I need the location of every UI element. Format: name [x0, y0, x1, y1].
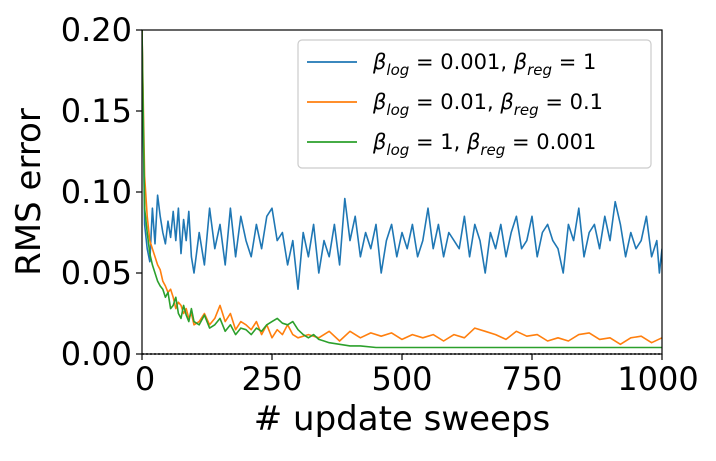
legend-label-2: βlog = 0.01, βreg = 0.1	[372, 90, 603, 119]
series-line-1	[142, 29, 662, 291]
ticks-layer: 0 250 500 750 1000 0.00 0.05 0.10 0.15 0.20	[61, 11, 699, 398]
x-tick-label: 1000	[617, 360, 698, 398]
y-tick-label: 0.15	[61, 92, 132, 130]
y-tick-label: 0.10	[61, 173, 132, 211]
y-tick-label: 0.00	[61, 335, 132, 373]
x-tick-label: 250	[241, 360, 302, 398]
y-axis-label: RMS error	[9, 108, 49, 276]
x-tick-label: 500	[371, 360, 432, 398]
y-tick-label: 0.05	[61, 254, 132, 292]
legend-label-3: βlog = 1, βreg = 0.001	[372, 130, 596, 159]
series-line-3	[142, 29, 662, 349]
legend: βlog = 0.001, βreg = 1 βlog = 0.01, βreg …	[297, 39, 652, 169]
x-tick-label: 750	[501, 360, 562, 398]
legend-label-1: βlog = 0.001, βreg = 1	[372, 50, 596, 79]
x-tick-label: 0	[135, 360, 155, 398]
series-layer	[142, 29, 662, 349]
x-axis-label: # update sweeps	[254, 399, 551, 439]
legend-box	[297, 39, 652, 169]
y-tick-label: 0.20	[61, 11, 132, 49]
legend-items: βlog = 0.001, βreg = 1 βlog = 0.01, βreg …	[307, 50, 603, 159]
